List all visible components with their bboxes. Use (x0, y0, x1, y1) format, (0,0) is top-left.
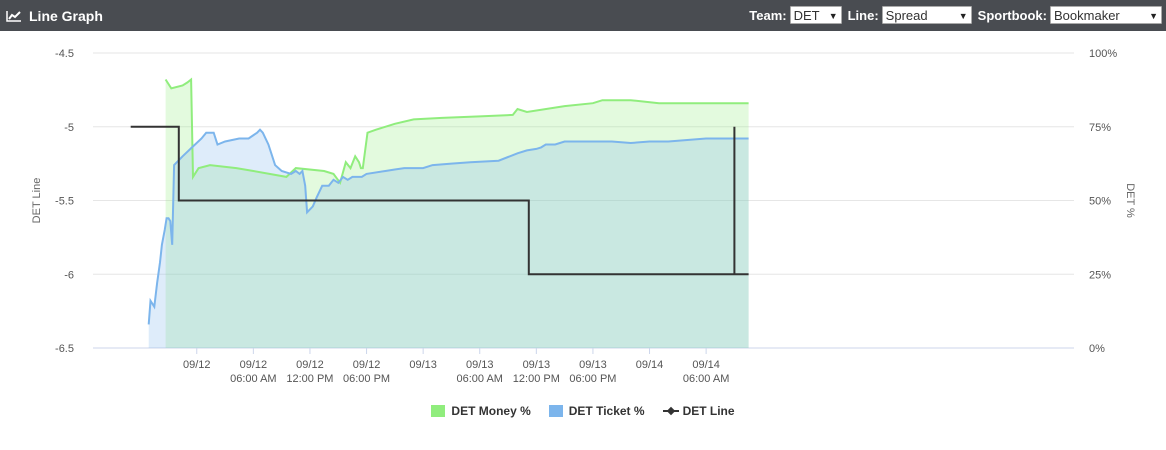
legend-item-money[interactable]: DET Money % (431, 404, 531, 418)
y-right-tick-label: 0% (1089, 343, 1105, 355)
x-tick-label: 06:00 AM (456, 373, 502, 385)
ticket-area (148, 129, 749, 348)
y-left-tick-label: -5.5 (55, 196, 74, 208)
y-right-tick-label: 100% (1089, 48, 1117, 60)
x-tick-label: 06:00 AM (683, 373, 729, 385)
filter-controls: Team: DET ▼ Line: Spread ▼ Sportbook: Bo… (743, 4, 1162, 26)
x-tick-label: 09/14 (636, 359, 664, 371)
legend-label-line: DET Line (682, 404, 735, 418)
y-left-tick-label: -6.5 (55, 343, 74, 355)
x-tick-label: 09/13 (409, 359, 437, 371)
x-tick-label: 09/14 (692, 359, 720, 371)
legend-symbol-line (662, 405, 679, 417)
x-tick-label: 06:00 PM (343, 373, 390, 385)
legend-item-line[interactable]: DET Line (662, 404, 735, 418)
x-tick-label: 09/13 (466, 359, 494, 371)
x-tick-label: 09/13 (523, 359, 551, 371)
det-line (130, 125, 749, 276)
chart-legend: DET Money % DET Ticket % DET Line (0, 404, 1166, 418)
y-left-tick-label: -6 (64, 269, 74, 281)
chevron-down-icon: ▼ (958, 11, 968, 21)
money-area (165, 79, 749, 348)
line-label: Line: (847, 7, 879, 23)
ticket-line (147, 128, 749, 325)
x-tick-label: 12:00 PM (513, 373, 560, 385)
legend-label-ticket: DET Ticket % (568, 404, 645, 418)
team-label: Team: (749, 7, 787, 23)
line-chart-icon (6, 10, 22, 22)
legend-swatch-money (431, 405, 446, 417)
y-left-tick-label: -4.5 (55, 48, 74, 60)
sportbook-select[interactable]: Bookmaker ▼ (1050, 6, 1162, 24)
team-select[interactable]: DET ▼ (789, 6, 842, 24)
y-left-tick-label: -5 (64, 122, 74, 134)
x-tick-label: 09/13 (579, 359, 607, 371)
line-select-value: Spread (885, 8, 928, 23)
y-right-tick-label: 75% (1089, 122, 1111, 134)
x-tick-label: 09/12 (183, 359, 211, 371)
line-chart: -4.5 100% -5 75% -5.5 50% -6 25% -6.5 0% DET Line D… (31, 48, 1136, 385)
chevron-down-icon: ▼ (828, 11, 838, 21)
legend-swatch-ticket (548, 405, 563, 417)
panel-title: Line Graph (29, 7, 103, 24)
y-right-tick-label: 50% (1089, 196, 1111, 208)
x-tick-label: 06:00 PM (569, 373, 616, 385)
legend-label-money: DET Money % (451, 404, 531, 418)
y-right-tick-label: 25% (1089, 269, 1111, 281)
x-tick-label: 06:00 AM (230, 373, 276, 385)
title-group: Line Graph (6, 0, 103, 31)
sportbook-label: Sportbook: (977, 7, 1047, 23)
x-tick-label: 12:00 PM (286, 373, 333, 385)
sportbook-select-value: Bookmaker (1054, 8, 1120, 23)
line-select[interactable]: Spread ▼ (881, 6, 972, 24)
y-right-axis-title: DET % (1124, 183, 1136, 218)
team-select-value: DET (793, 8, 820, 23)
x-tick-label: 09/12 (353, 359, 381, 371)
top-toolbar: Line Graph Team: DET ▼ Line: Spread ▼ Sp… (0, 0, 1166, 31)
money-line (164, 77, 749, 186)
chevron-down-icon: ▼ (1149, 11, 1158, 21)
x-tick-label: 09/12 (240, 359, 268, 371)
legend-item-ticket[interactable]: DET Ticket % (548, 404, 645, 418)
x-tick-label: 09/12 (296, 359, 324, 371)
y-left-axis-title: DET Line (31, 178, 43, 224)
